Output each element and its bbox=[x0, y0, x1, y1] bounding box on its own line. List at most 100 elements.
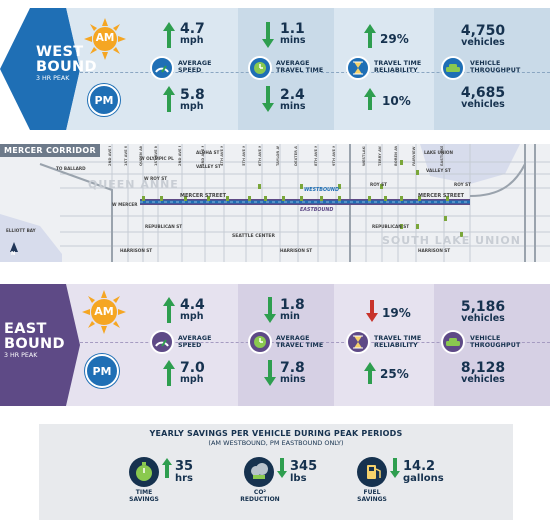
eb-am-speed-value: 4.4 bbox=[180, 297, 205, 313]
co2-reduction-label-2: REDUCTION bbox=[240, 495, 280, 503]
fuel-savings-label-2: SAVINGS bbox=[357, 495, 387, 503]
wb-reliability-label: TRAVEL TIME RELIABILITY bbox=[374, 60, 421, 74]
wb-pm-time-unit: mins bbox=[280, 101, 306, 112]
roy-e-label: ROY ST bbox=[370, 182, 387, 187]
wb-pm-speed-value: 5.8 bbox=[180, 87, 205, 103]
corridor-map: MERCER CORRIDOR QUEEN ANNE SOUTH LAKE UN… bbox=[0, 144, 550, 262]
wb-am-throughput-value: 4,750 bbox=[460, 23, 506, 39]
harrison-e-label: HARRISON ST bbox=[418, 248, 451, 253]
eastbound-pm-label: PM bbox=[92, 364, 112, 378]
fuel-savings: 14.2 gallons bbox=[403, 460, 444, 484]
eb-am-throughput-value: 5,186 bbox=[460, 299, 506, 315]
eb-throughput-label-1: VEHICLE bbox=[470, 335, 501, 342]
eb-pm-time-value: 7.8 bbox=[280, 360, 305, 376]
eb-speed-label-2: SPEED bbox=[178, 342, 202, 349]
time-savings-unit: hrs bbox=[175, 473, 194, 484]
seattle-center-label: SEATTLE CENTER bbox=[232, 234, 275, 239]
valley-e-label: VALLEY ST bbox=[426, 168, 451, 173]
eb-am-sun-icon bbox=[82, 290, 126, 334]
avenue-label: 4TH AVE N bbox=[220, 146, 224, 166]
avenue-label: 1ST AVE W bbox=[124, 146, 128, 166]
eb-pm-time-down-arrow-icon bbox=[264, 360, 276, 386]
eb-speed-label: AVERAGE SPEED bbox=[178, 335, 212, 349]
eb-time-label: AVERAGE TRAVEL TIME bbox=[276, 335, 323, 349]
avenue-label: TERRY AVE N bbox=[378, 146, 382, 166]
avenue-label: DEXTER AVE N bbox=[294, 146, 298, 166]
eastbound-title: EAST BOUND 3 HR PEAK bbox=[4, 322, 65, 360]
wb-am-throughput-unit: vehicles bbox=[461, 37, 505, 48]
wb-pm-reliability-value: 10% bbox=[382, 94, 411, 108]
wb-time-label-1: AVERAGE bbox=[276, 60, 310, 67]
westbound-direction2: BOUND bbox=[36, 59, 97, 75]
time-savings-label: TIME SAVINGS bbox=[119, 489, 169, 503]
avenue-label: QUEEN ANNE AVE N bbox=[139, 146, 143, 166]
westbound-pm-label: PM bbox=[94, 93, 114, 107]
eb-speed-label-1: AVERAGE bbox=[178, 335, 212, 342]
wb-pm-time-value: 2.4 bbox=[280, 87, 305, 103]
elliott-bay-label: ELLIOTT BAY bbox=[6, 228, 36, 233]
avenue-label: 8TH AVE N bbox=[314, 146, 318, 166]
eb-am-reliability-value: 19% bbox=[382, 306, 411, 320]
avenue-label: 2ND AVE W bbox=[108, 146, 112, 166]
co2-reduction-value: 345 bbox=[290, 459, 318, 474]
eb-am-time-down-arrow-icon bbox=[264, 297, 276, 323]
eb-pm-speed-up-arrow-icon bbox=[163, 360, 175, 386]
roy-e2-label: ROY ST bbox=[454, 182, 471, 187]
wb-am-speed: 4.7 mph bbox=[180, 22, 205, 46]
wb-throughput-label-1: VEHICLE bbox=[470, 60, 501, 67]
westbound-title: WEST BOUND 3 HR PEAK bbox=[36, 45, 97, 83]
time-savings-label-1: TIME bbox=[135, 489, 153, 496]
mercer-street-west-label: MERCER STREET bbox=[180, 193, 227, 199]
wb-clock-icon bbox=[248, 56, 272, 80]
fuel-savings-unit: gallons bbox=[403, 473, 444, 484]
avenue-label: 6TH AVE N bbox=[258, 146, 262, 166]
wb-speed-label-2: SPEED bbox=[178, 67, 202, 74]
westbound-arrow-shape bbox=[0, 8, 80, 130]
eb-pm-time-unit: mins bbox=[280, 374, 306, 385]
eastbound-pm-badge: PM bbox=[85, 354, 119, 388]
eastbound-direction2: BOUND bbox=[4, 336, 65, 352]
eb-am-time: 1.8 min bbox=[280, 298, 305, 322]
eb-am-throughput: 5,186 vehicles bbox=[448, 300, 518, 324]
harrison-c-label: HARRISON ST bbox=[280, 248, 313, 253]
lake-union-label: LAKE UNION bbox=[424, 150, 453, 155]
avenue-label: 2ND AVE N bbox=[178, 146, 182, 166]
avenue-label: EASTLAKE AVE E bbox=[440, 146, 444, 166]
eb-am-speed: 4.4 mph bbox=[180, 298, 205, 322]
south-lake-union-label: SOUTH LAKE UNION bbox=[382, 234, 521, 247]
avenue-label: FAIRVIEW AVE N bbox=[412, 146, 416, 166]
wb-am-throughput: 4,750 vehicles bbox=[448, 24, 518, 48]
wb-pm-throughput: 4,685 vehicles bbox=[448, 86, 518, 110]
map-streets bbox=[0, 144, 550, 262]
wb-am-time-down-arrow-icon bbox=[262, 22, 274, 48]
savings-title: YEARLY SAVINGS PER VEHICLE DURING PEAK P… bbox=[149, 429, 403, 438]
eb-pm-throughput-unit: vehicles bbox=[461, 374, 505, 385]
co2-icon bbox=[244, 457, 274, 487]
wb-speedometer-icon bbox=[150, 56, 174, 80]
co2-reduction-arrow-icon bbox=[277, 458, 287, 478]
republican-e-label: REPUBLICAN ST bbox=[372, 224, 410, 229]
north-arrow-icon: N bbox=[11, 251, 16, 257]
eb-throughput-label: VEHICLE THROUGHPUT bbox=[470, 335, 520, 349]
w-olympic-label: W OLYMPIC PL bbox=[140, 156, 174, 161]
eb-pm-reliability-value: 25% bbox=[380, 367, 409, 381]
mercer-street-east-label: MERCER STREET bbox=[418, 193, 465, 199]
wb-pm-throughput-unit: vehicles bbox=[461, 99, 505, 110]
wb-am-speed-unit: mph bbox=[180, 35, 204, 46]
corridor-label: MERCER CORRIDOR bbox=[0, 144, 100, 157]
w-mercer-label: W MERCER bbox=[112, 202, 138, 207]
queen-anne-label: QUEEN ANNE bbox=[88, 178, 179, 191]
eb-throughput-label-2: THROUGHPUT bbox=[470, 342, 521, 349]
eb-pm-throughput-value: 8,128 bbox=[460, 360, 506, 376]
westbound-subtitle: 3 HR PEAK bbox=[36, 75, 70, 82]
avenue-label: 1ST AVE N bbox=[154, 146, 158, 166]
eb-pm-speed-unit: mph bbox=[180, 374, 204, 385]
eastbound-subtitle: 3 HR PEAK bbox=[4, 352, 38, 359]
wb-am-reliability-up-arrow-icon bbox=[364, 24, 376, 48]
time-savings-label-2: SAVINGS bbox=[129, 495, 159, 503]
westbound-map-label: WESTBOUND bbox=[304, 188, 339, 193]
eb-pm-speed: 7.0 mph bbox=[180, 361, 205, 385]
valley-w-label: VALLEY ST bbox=[196, 164, 221, 169]
wb-am-time-unit: mins bbox=[280, 35, 306, 46]
